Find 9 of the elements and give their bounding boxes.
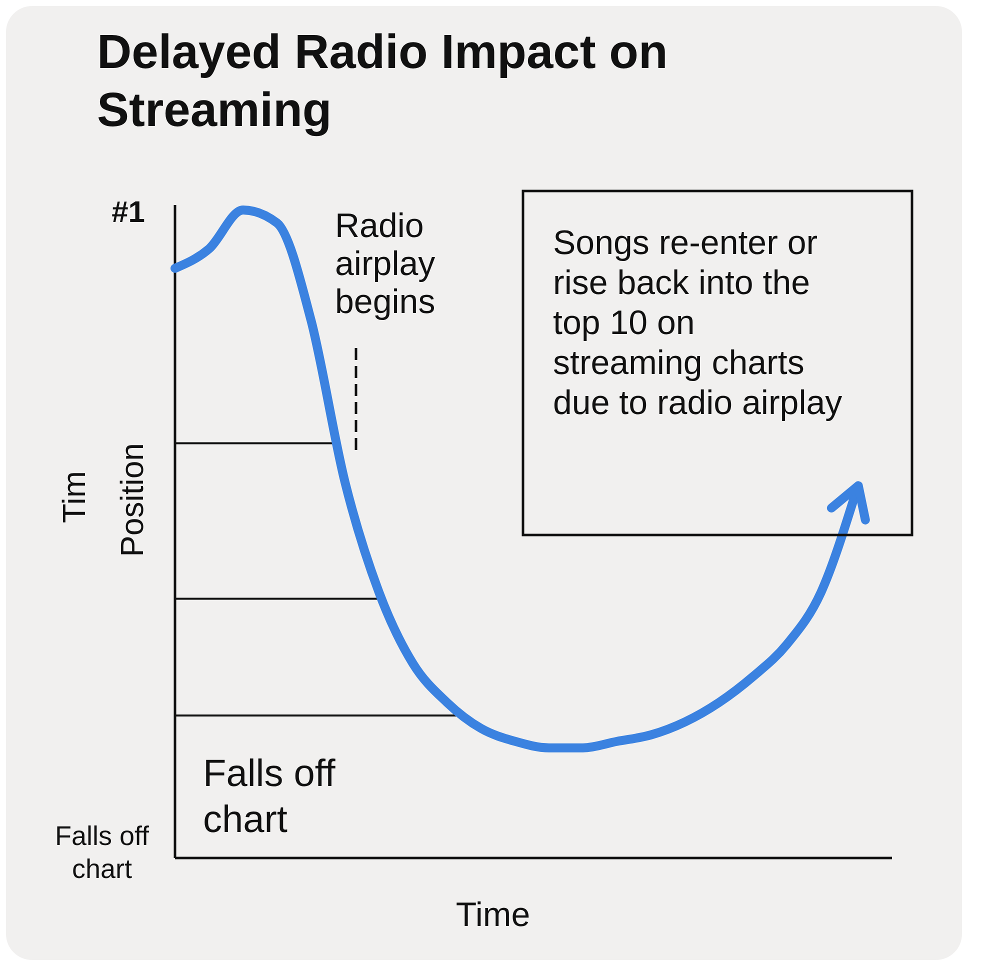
annotation: Falls off chart	[203, 753, 336, 841]
text: Falls off chart	[54, 821, 150, 884]
chart-title: Delayed Radio Impact on Streaming	[97, 26, 668, 137]
y-axis-title: Position	[114, 443, 150, 557]
x-axis-title: Time	[456, 896, 530, 934]
annotation: Songs re-enter or rise back into the top 10 on streaming charts due to radio airplay	[553, 224, 842, 422]
text: #1	[112, 196, 145, 229]
text: Tim	[56, 470, 92, 524]
annotation: Radio airplay begins	[335, 207, 436, 321]
